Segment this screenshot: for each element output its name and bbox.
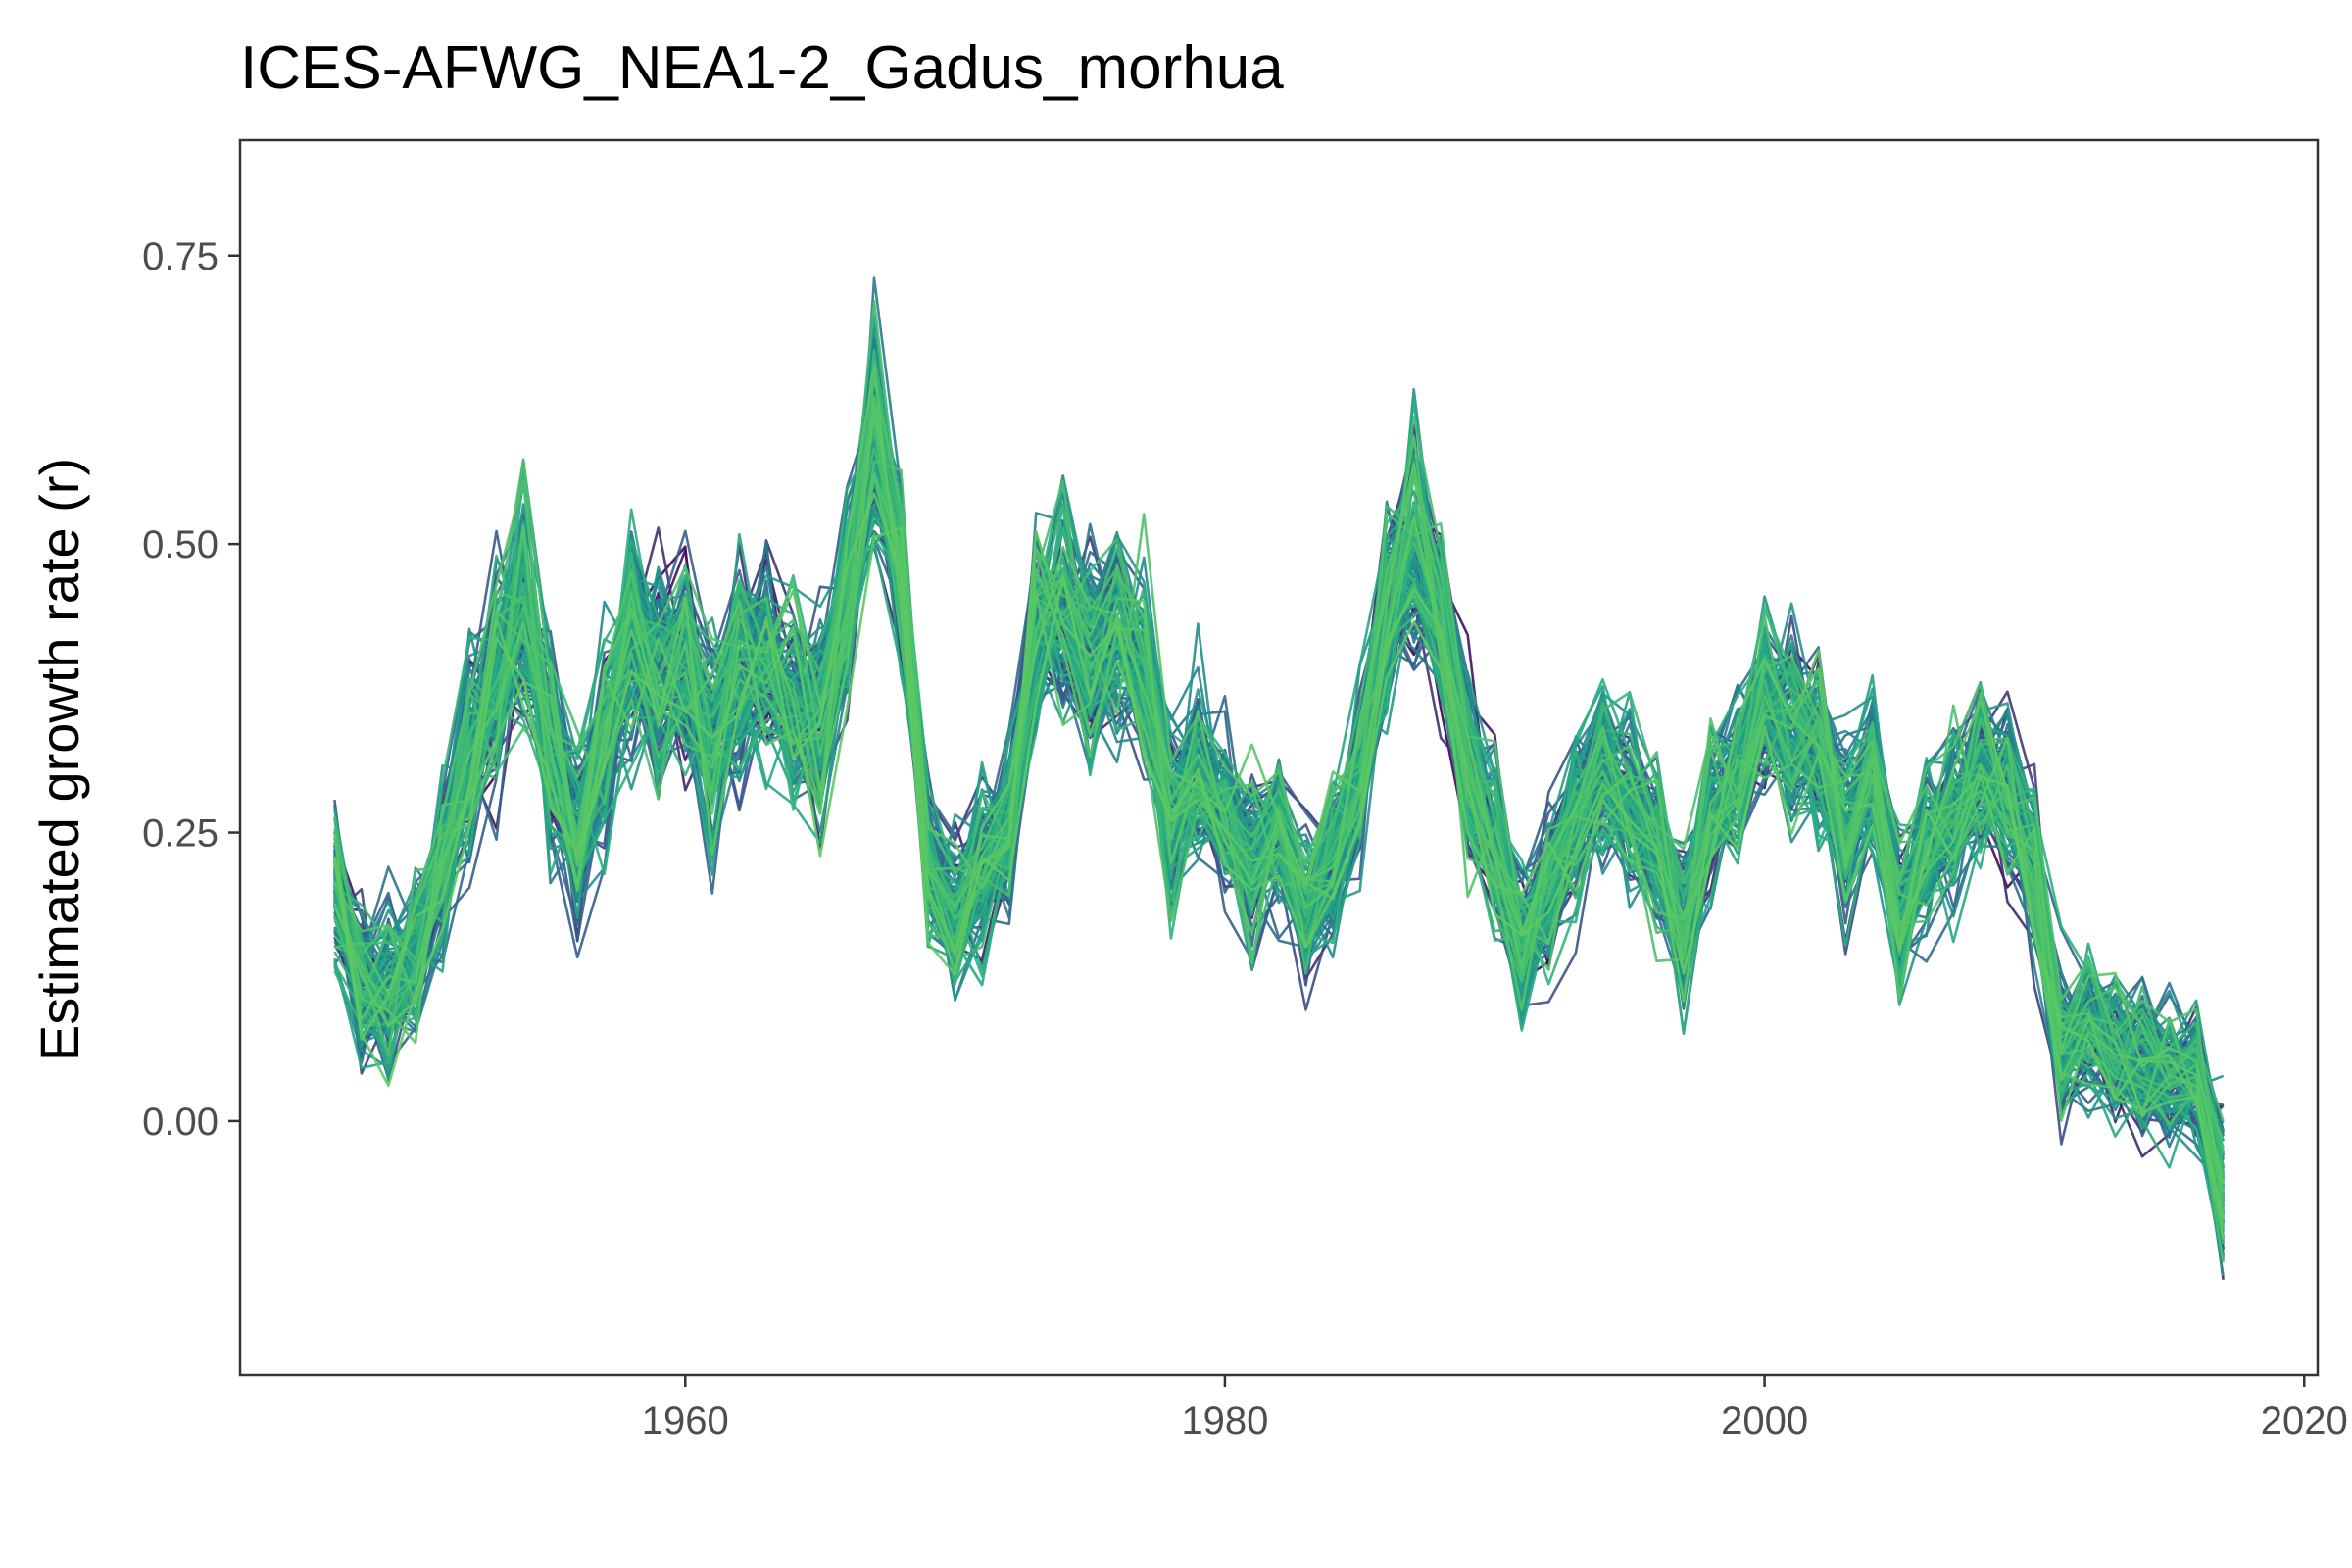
series-line <box>333 376 2225 1219</box>
y-tick-label: 0.50 <box>142 523 219 566</box>
chart-title: ICES-AFWG_NEA1-2_Gadus_morhua <box>240 34 1284 102</box>
x-tick-label: 1960 <box>642 1399 729 1443</box>
x-tick-label: 2000 <box>1721 1399 1808 1443</box>
series-line <box>333 418 2225 1263</box>
plot-panel-border <box>238 138 2320 1377</box>
y-tick-label: 0.75 <box>142 235 219 278</box>
x-tick-label: 2020 <box>2261 1399 2348 1443</box>
series-line <box>334 394 2225 1176</box>
y-axis-label: Estimated growth rate (r) <box>28 458 90 1061</box>
x-tick-label: 1980 <box>1181 1399 1268 1443</box>
series-line <box>333 429 2225 1167</box>
series-layer <box>333 276 2225 1280</box>
y-tick-label: 0.25 <box>142 812 219 856</box>
x-axis: 1960 1980 2000 2020 <box>642 1375 2348 1443</box>
series-line <box>333 458 2225 1141</box>
series-line <box>333 492 2225 1219</box>
y-tick-label: 0.00 <box>142 1101 219 1144</box>
y-axis: 0.00 0.25 0.50 0.75 <box>142 235 240 1144</box>
series-line <box>333 526 2225 1241</box>
